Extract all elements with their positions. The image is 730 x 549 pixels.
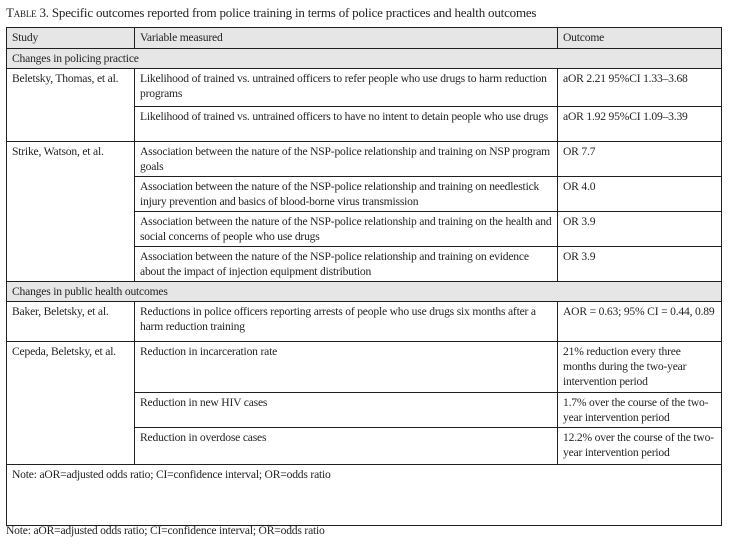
outcome-cell: OR 3.9	[557, 246, 722, 282]
table-row: Reduction in new HIV cases 1.7% over the…	[7, 392, 722, 428]
section-policing: Changes in policing practice	[6, 48, 722, 69]
variable-cell: Reduction in incarceration rate	[134, 341, 558, 393]
variable-cell: Likelihood of trained vs. untrained offi…	[134, 106, 558, 142]
header-study: Study	[6, 27, 135, 49]
variable-cell: Association between the nature of the NS…	[134, 211, 558, 247]
outcome-cell: aOR 2.21 95%CI 1.33–3.68	[557, 68, 722, 107]
table-row: Association between the nature of the NS…	[7, 246, 722, 282]
table-row: Association between the nature of the NS…	[7, 176, 722, 212]
section-public-health: Changes in public health outcomes	[6, 281, 722, 302]
table-row: Beletsky, Thomas, et al. Likelihood of t…	[6, 68, 722, 142]
study-cell: Strike, Watson, et al.	[6, 141, 135, 282]
table-title: Table 3. Specific outcomes reported from…	[6, 5, 536, 21]
note-row: Note: aOR=adjusted odds ratio; CI=confid…	[6, 464, 722, 526]
table-row: Baker, Beletsky, et al. Reductions in po…	[6, 301, 722, 342]
outcome-cell: 21% reduction every three months during …	[557, 341, 722, 393]
table-row: Cepeda, Beletsky, et al. Reduction in in…	[6, 341, 722, 465]
outcome-cell: AOR = 0.63; 95% CI = 0.44, 0.89	[557, 301, 722, 342]
variable-cell: Association between the nature of the NS…	[134, 246, 558, 282]
outcome-cell: OR 4.0	[557, 176, 722, 212]
table-label: Table 3.	[6, 5, 49, 20]
study-cell: Cepeda, Beletsky, et al.	[6, 341, 135, 465]
outcome-cell: aOR 1.92 95%CI 1.09–3.39	[557, 106, 722, 142]
table-row: Strike, Watson, et al. Association betwe…	[6, 141, 722, 282]
outcome-cell: OR 7.7	[557, 141, 722, 177]
header-outcome: Outcome	[557, 27, 722, 49]
study-cell: Beletsky, Thomas, et al.	[6, 68, 135, 142]
footnote: Note: aOR=adjusted odds ratio; CI=confid…	[6, 524, 325, 537]
header-variable: Variable measured	[134, 27, 558, 49]
section-row: Changes in public health outcomes	[6, 281, 722, 302]
variable-cell: Association between the nature of the NS…	[134, 176, 558, 212]
table-note: Note: aOR=adjusted odds ratio; CI=confid…	[6, 464, 722, 526]
outcomes-table: Study Variable measured Outcome Changes …	[6, 27, 722, 526]
variable-cell: Reduction in overdose cases	[134, 427, 558, 465]
variable-cell: Association between the nature of the NS…	[134, 141, 558, 177]
variable-cell: Reductions in police officers reporting …	[134, 301, 558, 342]
table-row: Reduction in overdose cases 12.2% over t…	[7, 427, 722, 465]
variable-cell: Reduction in new HIV cases	[134, 392, 558, 428]
table-row: Likelihood of trained vs. untrained offi…	[7, 106, 722, 142]
table-row: Association between the nature of the NS…	[7, 211, 722, 247]
header-row: Study Variable measured Outcome	[6, 27, 722, 49]
variable-cell: Likelihood of trained vs. untrained offi…	[134, 68, 558, 107]
study-cell: Baker, Beletsky, et al.	[6, 301, 135, 342]
table-caption: Specific outcomes reported from police t…	[51, 5, 537, 20]
outcome-cell: 1.7% over the course of the two-year int…	[557, 392, 722, 428]
section-row: Changes in policing practice	[6, 48, 722, 69]
outcome-cell: 12.2% over the course of the two-year in…	[557, 427, 722, 465]
outcome-cell: OR 3.9	[557, 211, 722, 247]
